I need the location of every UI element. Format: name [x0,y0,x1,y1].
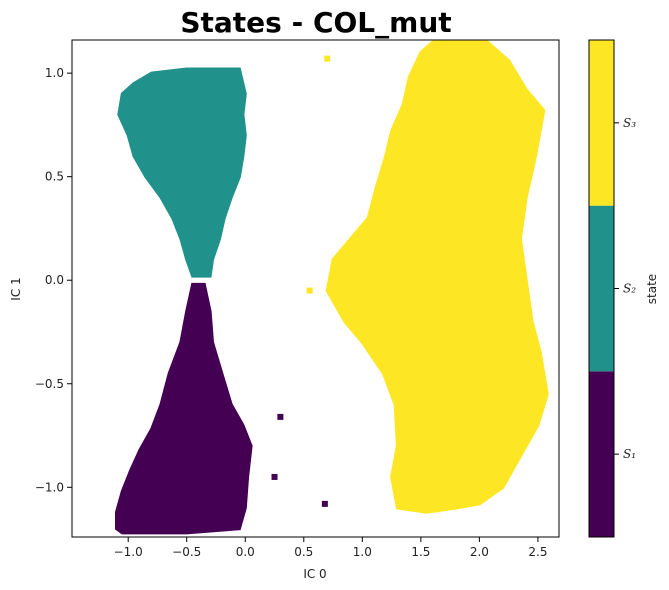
y-tick-label: 0.5 [45,170,64,184]
colorbar-segment [589,371,614,537]
state-region-s3 [325,40,549,514]
colorbar-tick-label: S₂ [623,282,636,296]
x-tick-label: −0.5 [172,545,201,559]
y-tick-label: 1.0 [45,66,64,80]
x-axis-label: IC 0 [303,567,326,581]
scatter-point [277,413,284,420]
y-tick-label: −1.0 [35,480,64,494]
y-tick-label: 0.0 [45,273,64,287]
colorbar-segment [589,205,614,372]
scatter-point [306,287,313,294]
x-tick-label: 1.5 [411,545,430,559]
plot-frame [71,39,560,538]
x-tick-label: 0.5 [294,545,313,559]
scatter-point [321,500,328,507]
colorbar-frame [588,39,615,538]
x-tick-label: 2.0 [470,545,489,559]
colorbar-segment [589,40,614,206]
x-tick-label: 1.0 [353,545,372,559]
x-axis-ticks: −1.0 −0.5 0.0 0.5 1.0 1.5 2.0 2.5 [114,537,547,559]
x-tick-label: 0.0 [236,545,255,559]
colorbar: S₁ S₂ S₃ [588,39,636,538]
state-region-s2 [117,67,247,278]
chart-title: States - COL_mut [180,6,451,39]
y-axis-ticks: −1.0 −0.5 0.0 0.5 1.0 [35,66,72,494]
colorbar-label: state [645,274,659,304]
colorbar-tick-label: S₁ [623,447,636,461]
y-tick-label: −0.5 [35,377,64,391]
scatter-point [271,473,278,480]
state-region-s1 [115,282,253,535]
x-tick-label: −1.0 [114,545,143,559]
colorbar-tick-label: S₃ [623,116,636,130]
state-regions [115,40,549,535]
y-axis-label: IC 1 [9,277,23,300]
scatter-point [324,55,331,62]
x-tick-label: 2.5 [528,545,547,559]
